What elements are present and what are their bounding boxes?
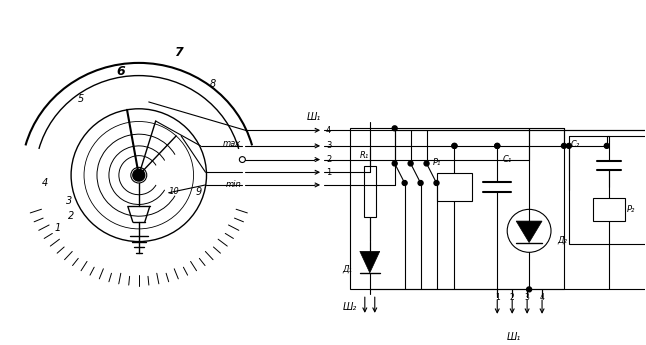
Circle shape	[392, 126, 397, 131]
Text: Ш₁: Ш₁	[307, 111, 321, 121]
Circle shape	[452, 144, 457, 148]
Text: 3: 3	[525, 293, 530, 302]
Circle shape	[133, 169, 145, 181]
Text: P₂: P₂	[627, 205, 635, 214]
Text: 3: 3	[326, 141, 331, 150]
Text: C₁: C₁	[502, 155, 512, 164]
Bar	[350, 128, 564, 289]
Text: 2: 2	[326, 155, 331, 164]
Text: 4: 4	[539, 293, 545, 302]
Text: 2: 2	[510, 293, 515, 302]
Text: min: min	[225, 180, 242, 189]
Text: C₂: C₂	[571, 140, 580, 149]
Circle shape	[434, 180, 439, 185]
Circle shape	[526, 287, 532, 292]
Polygon shape	[360, 252, 380, 273]
Bar	[593, 198, 625, 221]
Circle shape	[408, 161, 413, 166]
Text: 6: 6	[116, 65, 125, 78]
Circle shape	[561, 144, 567, 148]
Text: 4: 4	[326, 126, 331, 135]
Circle shape	[418, 180, 423, 185]
Circle shape	[392, 161, 397, 166]
Polygon shape	[516, 221, 542, 243]
Circle shape	[604, 144, 609, 148]
Circle shape	[402, 180, 407, 185]
Text: R₁: R₁	[360, 150, 370, 159]
Text: 1: 1	[326, 168, 331, 177]
Text: P₁: P₁	[432, 158, 441, 167]
Text: 7: 7	[174, 46, 183, 59]
Text: 5: 5	[78, 94, 84, 104]
Circle shape	[424, 161, 429, 166]
Circle shape	[567, 144, 572, 148]
Text: Д₁: Д₁	[342, 264, 352, 273]
Text: Д₂: Д₂	[557, 236, 567, 245]
Text: 8: 8	[209, 79, 216, 89]
Circle shape	[452, 144, 457, 148]
Text: 10: 10	[168, 187, 179, 196]
Text: 1: 1	[54, 223, 60, 233]
Text: Ш₂: Ш₂	[343, 302, 357, 312]
Bar	[437, 173, 472, 200]
Bar	[364, 166, 376, 217]
Text: 2: 2	[68, 211, 74, 221]
Text: max: max	[223, 139, 242, 148]
Text: 1: 1	[495, 293, 499, 302]
Text: 9: 9	[195, 187, 202, 197]
Circle shape	[495, 144, 500, 148]
Text: Ш₁: Ш₁	[507, 332, 521, 342]
Text: 4: 4	[42, 178, 48, 188]
Text: 3: 3	[66, 196, 72, 206]
Circle shape	[495, 144, 500, 148]
Bar	[569, 136, 646, 244]
